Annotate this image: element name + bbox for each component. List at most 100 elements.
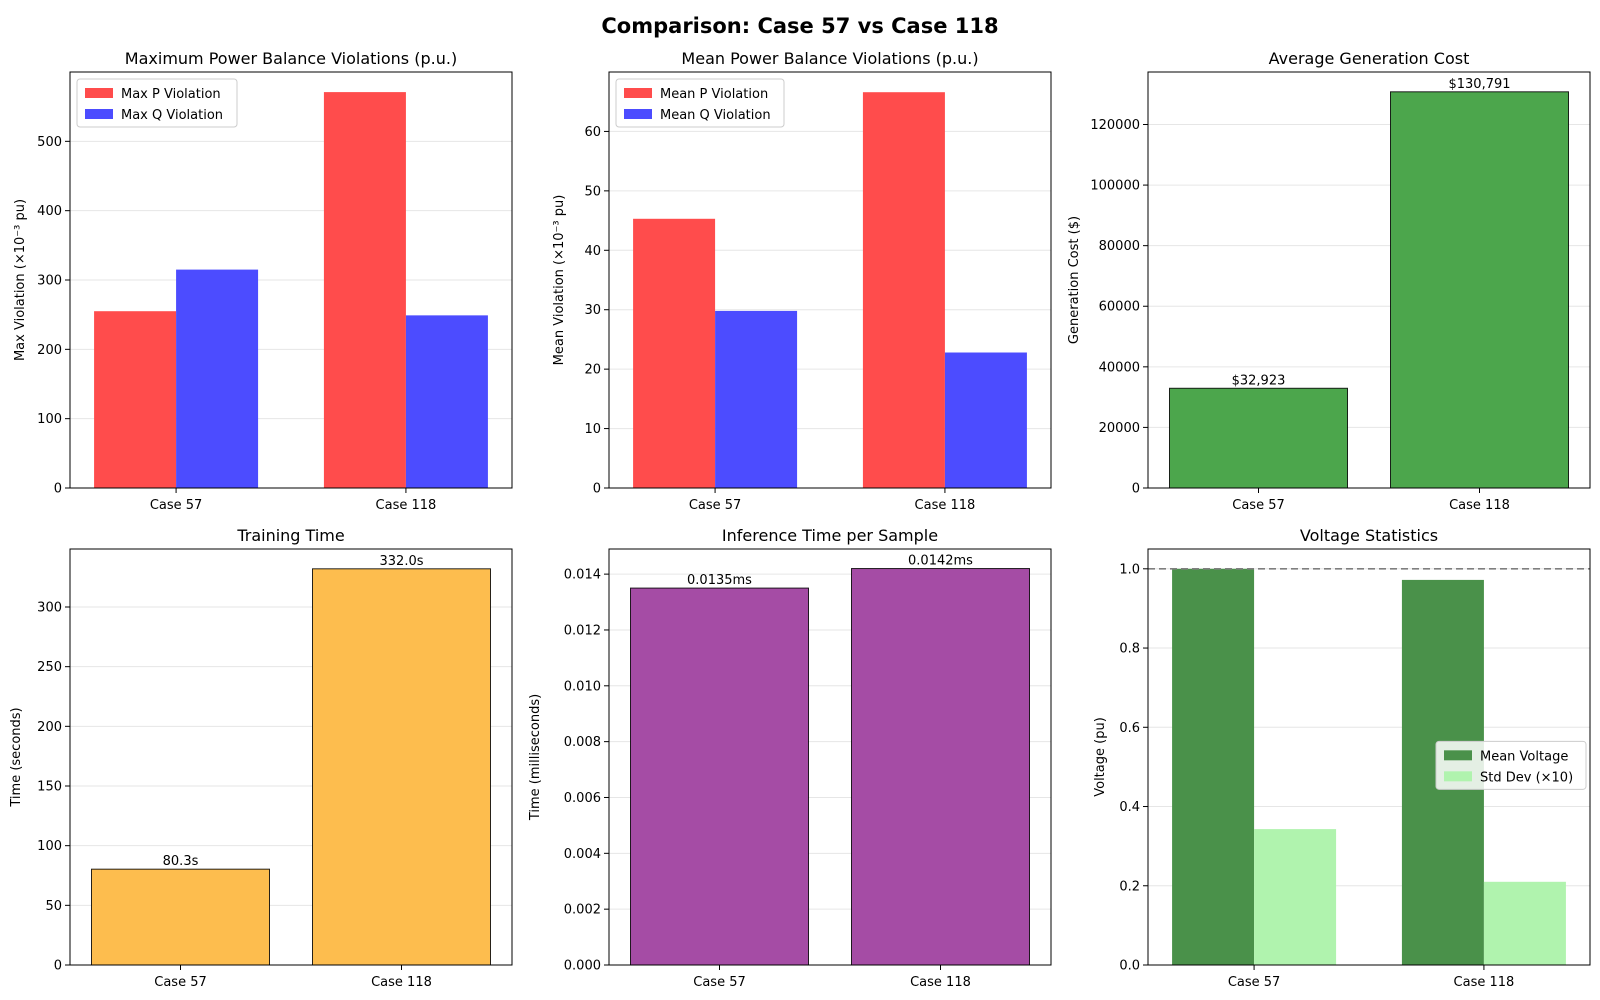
x-tick-label: Case 118 <box>915 498 976 513</box>
chart-title: Training Time <box>236 526 344 545</box>
bar-mean-p-violation-case-57 <box>633 218 716 488</box>
legend-swatch <box>85 88 113 98</box>
training-time-panel: 80.3s 332.0s 0 50 100 150 200 250 300 Case 57 Case… <box>9 526 513 990</box>
generation-cost-panel: $32,923 $130,791 0 20000 40000 60000 80000 1000… <box>1067 49 1591 513</box>
y-tick-label: 300 <box>37 600 62 615</box>
legend-swatch <box>624 88 652 98</box>
x-tick-label: Case 57 <box>150 498 203 513</box>
y-tick-label: 50 <box>584 184 601 199</box>
y-tick-label: 0 <box>1132 482 1140 497</box>
chart-title: Inference Time per Sample <box>722 526 938 545</box>
bar-max-q-violation-case-118 <box>405 315 488 488</box>
x-tick-label: Case 118 <box>1449 498 1510 513</box>
chart-title: Average Generation Cost <box>1269 49 1470 68</box>
y-tick-label: 0.010 <box>564 679 601 694</box>
y-tick-label: 0 <box>593 482 601 497</box>
bar-case-118 <box>312 568 491 966</box>
y-tick-label: 50 <box>45 899 62 914</box>
data-label: 332.0s <box>380 554 424 569</box>
y-tick-label: 0.2 <box>1119 879 1140 894</box>
axes-frame <box>1147 71 1591 489</box>
data-label: $130,791 <box>1448 77 1510 92</box>
legend-label: Max P Violation <box>121 87 221 102</box>
y-tick-label: 60 <box>584 125 601 140</box>
max-violation-panel: 0 100 200 300 400 500 Case 57 Case 118 Maximum P… <box>13 49 513 513</box>
x-tick-label: Case 57 <box>1228 975 1281 990</box>
y-axis-label: Generation Cost ($) <box>1067 216 1082 344</box>
bar-std-dev-10--case-118 <box>1483 881 1566 965</box>
x-tick-label: Case 118 <box>376 498 437 513</box>
y-tick-label: 500 <box>37 135 62 150</box>
y-tick-label: 0 <box>54 959 62 974</box>
legend-swatch <box>1444 771 1472 782</box>
y-tick-label: 0.6 <box>1119 721 1140 736</box>
x-tick-label: Case 118 <box>371 975 432 990</box>
data-label: $32,923 <box>1232 373 1286 388</box>
y-tick-label: 100 <box>37 412 62 427</box>
bar-max-p-violation-case-57 <box>94 311 177 488</box>
y-tick-label: 1.0 <box>1119 562 1140 577</box>
y-axis-label: Voltage (pu) <box>1093 717 1108 797</box>
y-tick-label: 0.004 <box>564 847 601 862</box>
y-tick-label: 100 <box>37 839 62 854</box>
y-tick-label: 300 <box>37 274 62 289</box>
x-tick-label: Case 57 <box>693 975 746 990</box>
y-tick-label: 0.8 <box>1119 642 1140 657</box>
legend-box <box>1435 740 1587 790</box>
axes-frame <box>608 548 1052 966</box>
legend-swatch <box>1444 750 1472 761</box>
y-tick-label: 0.002 <box>564 903 601 918</box>
y-tick-label: 200 <box>37 720 62 735</box>
y-tick-label: 0 <box>54 482 62 497</box>
legend: Mean Voltage Std Dev (×10) <box>1435 740 1587 790</box>
voltage-statistics-panel: 0.0 0.2 0.4 0.6 0.8 1.0 Case 57 Case 118 Voltage… <box>1093 526 1591 990</box>
bar-std-dev-10--case-57 <box>1254 829 1337 965</box>
mean-violation-panel: 0 10 20 30 40 50 60 Case 57 Case 118 Mean Power B… <box>552 49 1052 513</box>
y-tick-label: 0.000 <box>564 959 601 974</box>
y-tick-label: 120000 <box>1090 118 1140 133</box>
y-tick-label: 0.012 <box>564 623 601 638</box>
y-tick-label: 20000 <box>1099 421 1140 436</box>
chart-title: Maximum Power Balance Violations (p.u.) <box>125 49 457 68</box>
y-tick-label: 80000 <box>1099 239 1140 254</box>
axes-frame <box>1147 548 1591 966</box>
bar-mean-q-violation-case-57 <box>715 310 798 488</box>
axes-frame <box>608 71 1052 489</box>
y-tick-label: 0.014 <box>564 568 601 583</box>
y-tick-label: 100000 <box>1090 179 1140 194</box>
bar-max-q-violation-case-57 <box>176 269 259 488</box>
y-tick-label: 20 <box>584 363 601 378</box>
y-tick-label: 250 <box>37 660 62 675</box>
bar-case-118 <box>851 568 1030 966</box>
chart-title: Mean Power Balance Violations (p.u.) <box>681 49 978 68</box>
y-axis-label: Time (seconds) <box>9 707 24 807</box>
y-tick-label: 200 <box>37 343 62 358</box>
bar-mean-voltage-case-57 <box>1172 568 1255 965</box>
y-tick-label: 400 <box>37 204 62 219</box>
legend-swatch <box>85 109 113 119</box>
data-label: 0.0135ms <box>687 573 752 588</box>
bar-case-57 <box>630 587 809 966</box>
y-tick-label: 60000 <box>1099 300 1140 315</box>
y-tick-label: 0.008 <box>564 735 601 750</box>
chart-title: Voltage Statistics <box>1300 526 1438 545</box>
inference-time-panel: 0.0135ms 0.0142ms 0.000 0.002 0.004 0.006 0.00… <box>528 526 1052 990</box>
legend-box <box>615 78 785 128</box>
y-axis-label: Max Violation (×10⁻³ pu) <box>13 199 28 361</box>
y-tick-label: 30 <box>584 303 601 318</box>
bar-case-57 <box>1169 387 1348 489</box>
x-tick-label: Case 57 <box>689 498 742 513</box>
y-tick-label: 0.4 <box>1119 800 1140 815</box>
legend: Mean P Violation Mean Q Violation <box>615 78 785 128</box>
legend-label: Mean P Violation <box>660 87 768 102</box>
y-tick-label: 0.006 <box>564 791 601 806</box>
axes-frame <box>69 548 513 966</box>
legend-label: Mean Voltage <box>1480 749 1568 764</box>
legend: Max P Violation Max Q Violation <box>76 78 238 128</box>
y-axis-label: Mean Violation (×10⁻³ pu) <box>552 195 567 366</box>
x-tick-label: Case 57 <box>1232 498 1285 513</box>
bar-mean-q-violation-case-118 <box>944 352 1027 488</box>
x-tick-label: Case 118 <box>910 975 971 990</box>
y-tick-label: 10 <box>584 422 601 437</box>
